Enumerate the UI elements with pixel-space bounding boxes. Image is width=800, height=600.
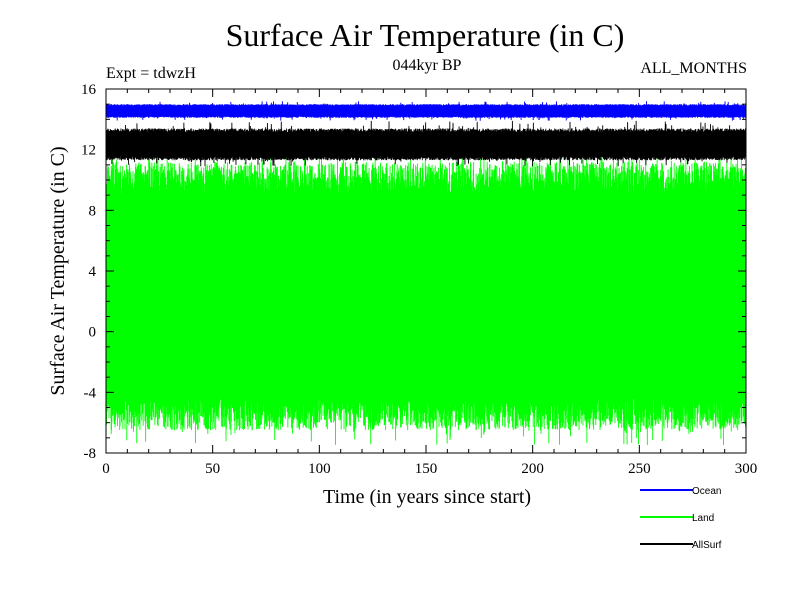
- months-label: ALL_MONTHS: [640, 60, 747, 77]
- x-tick-label: 50: [205, 461, 220, 477]
- y-tick-label: 8: [89, 203, 97, 219]
- x-tick-label: 150: [415, 461, 438, 477]
- series-ocean-line: [105, 101, 747, 121]
- experiment-label: Expt = tdwzH: [106, 65, 196, 82]
- y-tick-label: 0: [89, 325, 97, 341]
- y-tick-label: -4: [84, 385, 97, 401]
- x-axis-label: Time (in years since start): [323, 486, 531, 508]
- legend-label: Land: [692, 513, 714, 524]
- legend: Ocean Land AllSurf: [640, 486, 722, 551]
- legend-item-ocean: Ocean: [640, 486, 721, 497]
- x-tick-label: 100: [308, 461, 331, 477]
- y-tick-label: -8: [84, 446, 97, 462]
- axes: 0 50 100 150 200 250 300 -8 -4 0 4 8 12 16: [81, 82, 757, 477]
- x-tick-label: 0: [102, 461, 110, 477]
- chart-title: Surface Air Temperature (in C): [226, 17, 625, 53]
- series-land-line: [105, 152, 747, 445]
- y-tick-label: 16: [81, 82, 97, 98]
- legend-item-land: Land: [640, 513, 714, 524]
- x-tick-label: 200: [521, 461, 544, 477]
- chart-subtitle: 044kyr BP: [393, 57, 462, 74]
- series-allsurf-line: [105, 120, 747, 167]
- y-axis-label: Surface Air Temperature (in C): [47, 146, 69, 395]
- y-tick-label: 12: [81, 143, 96, 159]
- x-tick-label: 250: [628, 461, 651, 477]
- y-tick-label: 4: [89, 264, 97, 280]
- legend-label: Ocean: [692, 486, 721, 497]
- x-tick-label: 300: [735, 461, 758, 477]
- legend-item-allsurf: AllSurf: [640, 540, 722, 551]
- plot-area: [105, 101, 747, 445]
- legend-label: AllSurf: [692, 540, 722, 551]
